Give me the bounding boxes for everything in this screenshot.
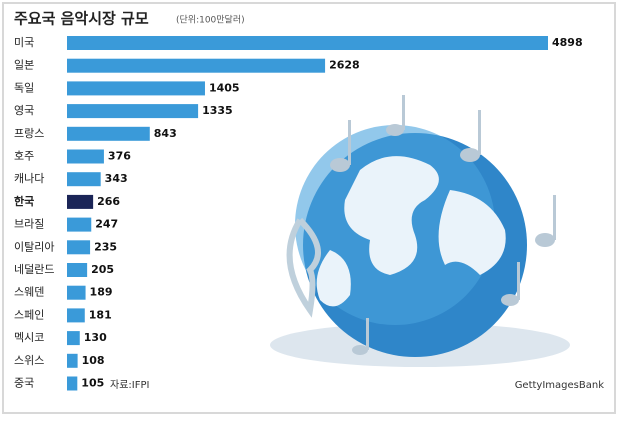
value-label: 843 [154, 127, 177, 140]
source: 자료:IFPI [110, 379, 149, 391]
bar [67, 376, 78, 391]
value-label: 108 [82, 354, 105, 367]
value-label: 343 [105, 172, 128, 185]
bar [67, 353, 78, 368]
value-label: 1335 [202, 104, 233, 117]
bar [67, 104, 199, 119]
category-label: 중국 [14, 377, 34, 390]
category-label: 프랑스 [14, 127, 44, 140]
value-label: 105 [81, 377, 104, 390]
value-label: 189 [90, 286, 113, 299]
category-label: 독일 [14, 80, 34, 94]
category-label: 미국 [14, 36, 34, 49]
category-label: 네덜란드 [14, 263, 54, 276]
category-label: 한국 [14, 194, 34, 208]
category-label: 캐나다 [14, 172, 44, 185]
value-label: 1405 [209, 81, 240, 94]
bar [67, 263, 88, 277]
bar [67, 308, 85, 323]
category-label: 영국 [14, 104, 34, 117]
category-label: 멕시코 [14, 331, 44, 344]
value-label: 235 [94, 240, 117, 253]
bar [67, 194, 94, 209]
illustration [270, 95, 570, 367]
value-label: 4898 [552, 36, 583, 49]
bar [67, 81, 205, 96]
bar [67, 217, 92, 232]
chart-title: 주요국 음악시장 규모 [14, 10, 149, 28]
bar [67, 126, 150, 141]
value-label: 266 [97, 195, 120, 208]
value-label: 2628 [329, 59, 360, 72]
category-label: 브라질 [14, 218, 44, 231]
bar [67, 240, 91, 255]
category-label: 호주 [14, 150, 34, 163]
category-label: 스웨덴 [14, 286, 44, 299]
category-label: 이탈리아 [14, 240, 54, 253]
category-label: 일본 [14, 58, 34, 72]
value-label: 247 [95, 218, 118, 231]
bar [67, 285, 86, 300]
credit: GettyImagesBank [515, 380, 605, 391]
bar [67, 331, 80, 346]
value-label: 130 [84, 331, 107, 344]
value-label: 181 [89, 308, 112, 321]
bar [67, 58, 326, 73]
value-label: 376 [108, 150, 131, 163]
category-label: 스페인 [14, 308, 44, 321]
chart-subtitle: (단위:100만달러) [176, 14, 245, 26]
bar [67, 36, 548, 50]
value-label: 205 [91, 263, 114, 276]
category-label: 스위스 [14, 354, 44, 367]
bar [67, 149, 104, 164]
bar [67, 172, 101, 187]
